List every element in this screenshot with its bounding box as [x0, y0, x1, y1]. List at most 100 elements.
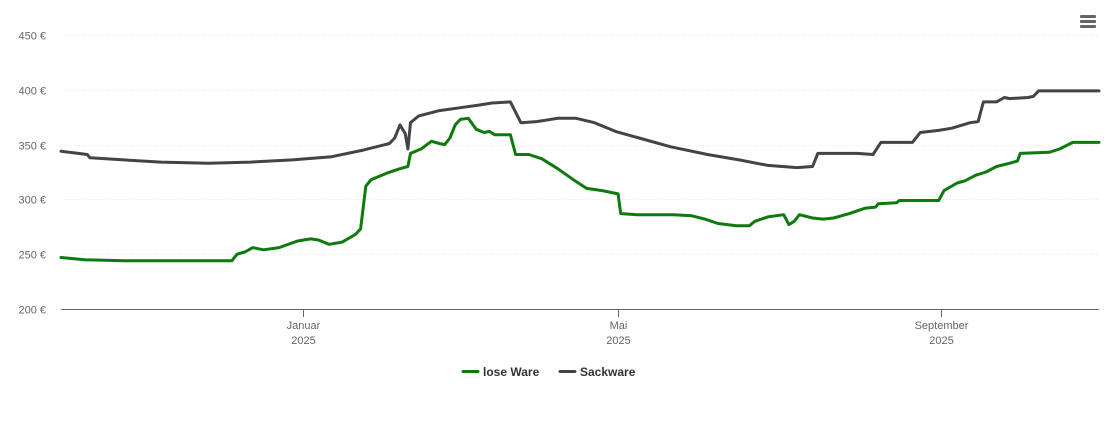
series-line-lose-ware[interactable] [59, 116, 1101, 263]
legend-item-sackware[interactable]: Sackware [558, 365, 636, 379]
data-point[interactable] [862, 205, 868, 211]
data-point[interactable] [994, 99, 1000, 105]
data-point[interactable] [831, 215, 837, 221]
data-point[interactable] [158, 159, 164, 165]
data-point[interactable] [465, 115, 471, 121]
data-point[interactable] [949, 125, 955, 131]
data-point[interactable] [715, 221, 721, 227]
data-point[interactable] [418, 146, 424, 152]
data-point[interactable] [854, 150, 860, 156]
data-point[interactable] [405, 164, 411, 170]
data-point[interactable] [618, 211, 624, 217]
data-point[interactable] [994, 164, 1000, 170]
data-point[interactable] [1001, 95, 1007, 101]
data-point[interactable] [436, 108, 442, 114]
data-point[interactable] [352, 232, 358, 238]
data-point[interactable] [534, 119, 540, 125]
data-point[interactable] [308, 236, 314, 242]
data-point[interactable] [689, 213, 695, 219]
data-point[interactable] [1007, 160, 1013, 166]
data-point[interactable] [460, 104, 466, 110]
data-point[interactable] [205, 160, 211, 166]
series-line-sackware[interactable] [59, 89, 1101, 170]
legend-item-lose-ware[interactable]: lose Ware [461, 365, 540, 379]
data-point[interactable] [592, 120, 598, 126]
data-point[interactable] [316, 237, 322, 243]
data-point[interactable] [1096, 88, 1102, 94]
data-point[interactable] [397, 122, 403, 128]
data-point[interactable] [909, 139, 915, 145]
data-point[interactable] [791, 218, 797, 224]
data-point[interactable] [584, 185, 590, 191]
data-point[interactable] [815, 150, 821, 156]
data-point[interactable] [975, 119, 981, 125]
data-point[interactable] [387, 141, 393, 147]
data-point[interactable] [702, 216, 708, 222]
data-point[interactable] [368, 177, 374, 183]
data-point[interactable] [634, 212, 640, 218]
data-point[interactable] [242, 249, 248, 255]
data-point[interactable] [58, 148, 64, 154]
data-point[interactable] [896, 198, 902, 204]
data-point[interactable] [476, 102, 482, 108]
chart-menu-button[interactable] [1076, 12, 1098, 32]
data-point[interactable] [295, 238, 301, 244]
data-point[interactable] [492, 132, 498, 138]
data-point[interactable] [339, 239, 345, 245]
data-point[interactable] [752, 218, 758, 224]
data-point[interactable] [513, 152, 519, 158]
data-point[interactable] [983, 169, 989, 175]
data-point[interactable] [781, 212, 787, 218]
data-point[interactable] [260, 247, 266, 253]
data-point[interactable] [1096, 139, 1102, 145]
data-point[interactable] [384, 170, 390, 176]
data-point[interactable] [870, 152, 876, 158]
data-point[interactable] [941, 188, 947, 194]
data-point[interactable] [429, 138, 435, 144]
data-point[interactable] [289, 157, 295, 163]
data-point[interactable] [980, 99, 986, 105]
data-point[interactable] [360, 147, 366, 153]
data-point[interactable] [810, 164, 816, 170]
data-point[interactable] [457, 116, 463, 122]
data-point[interactable] [878, 139, 884, 145]
data-point[interactable] [87, 155, 93, 161]
data-point[interactable] [539, 156, 545, 162]
data-point[interactable] [765, 214, 771, 220]
data-point[interactable] [526, 152, 532, 158]
data-point[interactable] [962, 178, 968, 184]
data-point[interactable] [473, 126, 479, 132]
data-point[interactable] [705, 152, 711, 158]
data-point[interactable] [820, 216, 826, 222]
data-point[interactable] [247, 159, 253, 165]
data-point[interactable] [796, 212, 802, 218]
data-point[interactable] [397, 166, 403, 172]
data-point[interactable] [507, 132, 513, 138]
data-point[interactable] [229, 258, 235, 264]
data-point[interactable] [613, 128, 619, 134]
data-point[interactable] [555, 166, 561, 172]
data-point[interactable] [1025, 95, 1031, 101]
data-point[interactable] [954, 180, 960, 186]
data-point[interactable] [250, 245, 256, 251]
data-point[interactable] [442, 142, 448, 148]
data-point[interactable] [917, 130, 923, 136]
data-point[interactable] [392, 135, 398, 141]
data-point[interactable] [234, 251, 240, 257]
data-point[interactable] [810, 215, 816, 221]
data-point[interactable] [358, 226, 364, 232]
data-point[interactable] [415, 113, 421, 119]
data-point[interactable] [747, 223, 753, 229]
data-point[interactable] [668, 144, 674, 150]
data-point[interactable] [967, 120, 973, 126]
data-point[interactable] [736, 157, 742, 163]
data-point[interactable] [1046, 149, 1052, 155]
data-point[interactable] [58, 255, 64, 261]
data-point[interactable] [570, 177, 576, 183]
data-point[interactable] [121, 258, 127, 264]
data-point[interactable] [555, 115, 561, 121]
data-point[interactable] [636, 135, 642, 141]
data-point[interactable] [765, 162, 771, 168]
data-point[interactable] [363, 183, 369, 189]
data-point[interactable] [973, 172, 979, 178]
